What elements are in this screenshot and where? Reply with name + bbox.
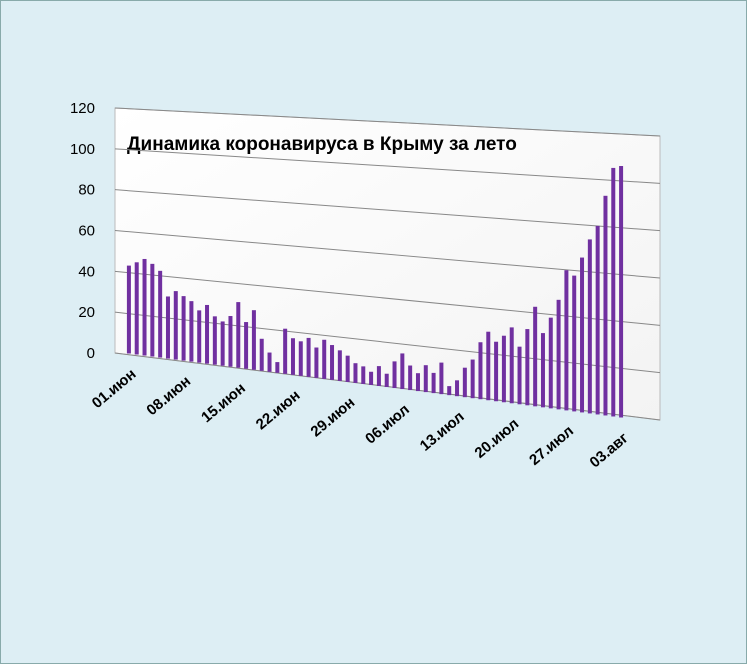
bar <box>337 350 342 381</box>
bar <box>462 367 467 398</box>
bar <box>525 329 530 406</box>
bar <box>158 270 163 358</box>
bar <box>236 302 241 368</box>
bar <box>330 345 335 380</box>
y-tick-label: 60 <box>78 223 95 240</box>
chart-title: Динамика коронавируса в Крыму за лето <box>127 134 517 155</box>
bar <box>290 338 295 375</box>
y-tick-label: 40 <box>78 263 95 280</box>
bar <box>619 166 624 418</box>
bar <box>361 366 366 384</box>
grid-line <box>114 230 661 279</box>
bar <box>228 316 233 367</box>
bar <box>275 362 280 373</box>
bar <box>556 299 561 410</box>
bar <box>572 275 577 412</box>
bar <box>251 310 256 370</box>
bar <box>314 347 319 378</box>
bar <box>548 317 553 409</box>
bar <box>165 296 170 359</box>
bar <box>587 239 592 414</box>
bar <box>173 291 178 360</box>
bar <box>455 380 460 397</box>
y-tick-label: 100 <box>70 141 95 158</box>
bar <box>205 304 210 364</box>
bar <box>580 257 585 413</box>
bar <box>369 371 374 385</box>
bar <box>322 339 327 379</box>
bar <box>197 310 202 363</box>
grid-line <box>114 189 661 232</box>
bar <box>439 362 444 395</box>
bar <box>509 327 514 404</box>
bar <box>259 338 264 371</box>
bar <box>595 225 600 415</box>
bar <box>134 262 139 355</box>
bar <box>501 335 506 403</box>
bar <box>447 386 452 396</box>
bar <box>298 341 303 376</box>
bar <box>150 263 155 357</box>
bar <box>415 373 420 392</box>
bar <box>244 322 249 369</box>
bar <box>494 341 499 402</box>
y-tick-label: 80 <box>78 182 95 199</box>
y-tick-label: 120 <box>70 100 95 117</box>
grid-line <box>114 270 661 326</box>
bar <box>478 342 483 400</box>
y-tick-label: 20 <box>78 304 95 321</box>
bar <box>431 372 436 394</box>
bar <box>423 365 428 393</box>
bar <box>306 337 311 377</box>
bar <box>376 366 381 387</box>
bar <box>611 167 616 417</box>
bar <box>220 321 225 366</box>
bar <box>283 328 288 374</box>
bar <box>533 306 538 407</box>
bar <box>384 373 389 388</box>
bar <box>603 195 608 416</box>
bar <box>400 353 405 390</box>
grid-line <box>114 107 661 137</box>
bar <box>408 365 413 391</box>
bar <box>142 258 147 356</box>
bar <box>486 331 491 401</box>
y-tick-label: 0 <box>87 345 95 362</box>
bar <box>564 270 569 411</box>
bar <box>345 355 350 382</box>
bar <box>212 316 217 365</box>
bar <box>540 333 545 408</box>
bar <box>392 361 397 389</box>
grid-line <box>114 148 661 184</box>
bar <box>267 352 272 372</box>
bar <box>126 265 131 354</box>
bar <box>181 296 186 361</box>
bar <box>517 346 522 405</box>
bar <box>189 301 194 362</box>
bar <box>470 359 475 399</box>
bar <box>353 363 358 383</box>
